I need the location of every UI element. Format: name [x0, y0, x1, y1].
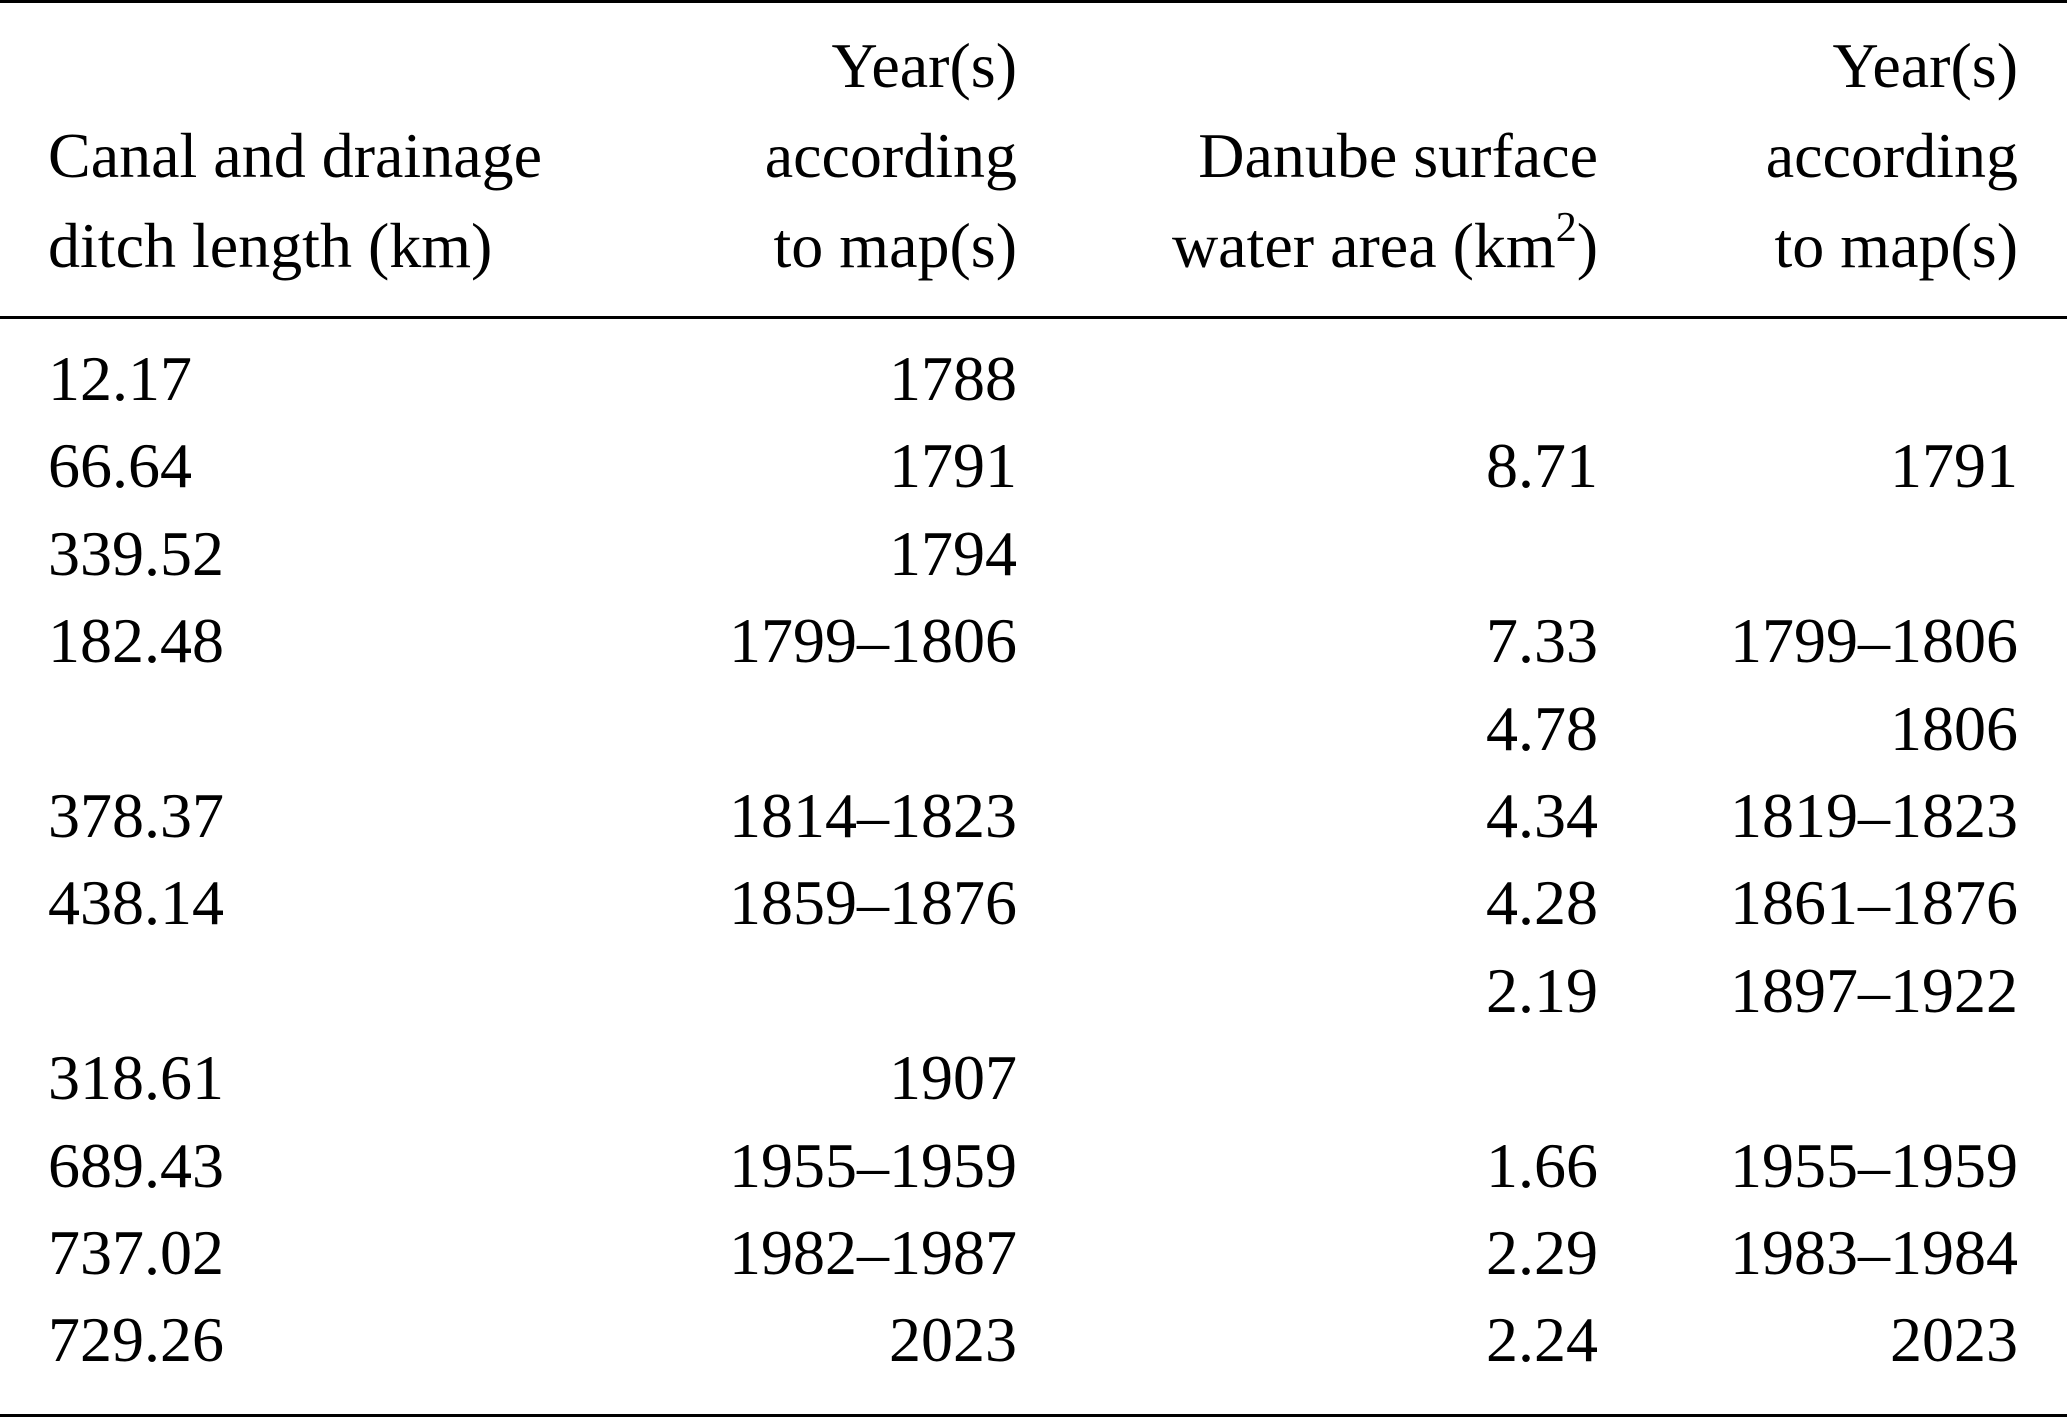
cell-water-area: 7.33: [1486, 605, 1598, 676]
cell-canal-length: 378.37: [48, 780, 224, 851]
header-canal-length-line2: ditch length (km): [48, 210, 493, 281]
cell-water-years: 1861–1876: [1730, 867, 2018, 938]
cell-canal-years: 1907: [889, 1042, 1017, 1113]
cell-canal-years: 1982–1987: [729, 1217, 1017, 1288]
cell-water-years: 1897–1922: [1730, 955, 2018, 1026]
cell-water-area: 4.34: [1486, 780, 1598, 851]
header-canal-years-line2: according: [764, 120, 1017, 191]
header-rule: [0, 316, 2067, 319]
cell-water-area: 2.29: [1486, 1217, 1598, 1288]
cell-water-area: 2.24: [1486, 1304, 1598, 1375]
cell-canal-length: 438.14: [48, 867, 224, 938]
header-water-area-superscript: 2: [1555, 204, 1577, 251]
header-water-years-line3: to map(s): [1774, 210, 2019, 281]
cell-canal-years: 1955–1959: [729, 1130, 1017, 1201]
cell-water-years: 1819–1823: [1730, 780, 2018, 851]
cell-canal-length: 12.17: [48, 343, 192, 414]
cell-canal-length: 339.52: [48, 518, 224, 589]
cell-water-area: 8.71: [1486, 430, 1598, 501]
cell-water-area: 4.28: [1486, 867, 1598, 938]
header-canal-years-line3: to map(s): [773, 210, 1018, 281]
cell-canal-years: 2023: [889, 1304, 1017, 1375]
cell-canal-length: 66.64: [48, 430, 192, 501]
table-bottom-rule: [0, 1414, 2067, 1417]
cell-canal-length: 182.48: [48, 605, 224, 676]
cell-water-years: 1799–1806: [1730, 605, 2018, 676]
cell-water-years: 1791: [1890, 430, 2018, 501]
cell-canal-length: 689.43: [48, 1130, 224, 1201]
cell-canal-years: 1799–1806: [729, 605, 1017, 676]
cell-canal-years: 1788: [889, 343, 1017, 414]
cell-water-area: 1.66: [1486, 1130, 1598, 1201]
header-canal-length-line1: Canal and drainage: [48, 120, 542, 191]
cell-water-years: 2023: [1890, 1304, 2018, 1375]
cell-water-years: 1983–1984: [1730, 1217, 2018, 1288]
header-water-area-line2: water area (km2): [1172, 207, 1598, 278]
header-water-years-line2: according: [1765, 120, 2018, 191]
cell-water-years: 1806: [1890, 693, 2018, 764]
cell-canal-years: 1859–1876: [729, 867, 1017, 938]
header-water-area-line1: Danube surface: [1198, 120, 1598, 191]
cell-canal-years: 1791: [889, 430, 1017, 501]
header-water-area-close: ): [1576, 210, 1598, 281]
cell-canal-length: 729.26: [48, 1304, 224, 1375]
cell-canal-length: 737.02: [48, 1217, 224, 1288]
cell-water-area: 4.78: [1486, 693, 1598, 764]
header-water-years-line1: Year(s): [1832, 30, 2018, 101]
cell-canal-years: 1794: [889, 518, 1017, 589]
header-water-area-text: water area (km: [1171, 210, 1556, 281]
cell-water-area: 2.19: [1486, 955, 1598, 1026]
header-canal-years-line1: Year(s): [831, 30, 1017, 101]
cell-canal-years: 1814–1823: [729, 780, 1017, 851]
table-top-rule: [0, 0, 2067, 3]
cell-water-years: 1955–1959: [1730, 1130, 2018, 1201]
cell-canal-length: 318.61: [48, 1042, 224, 1113]
